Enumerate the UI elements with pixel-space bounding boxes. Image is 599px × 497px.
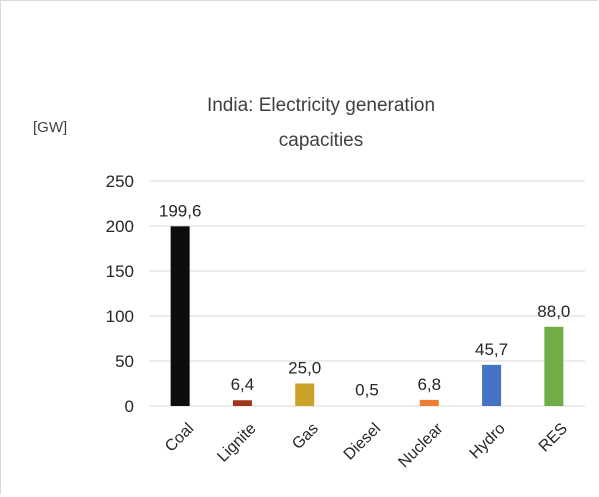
data-label-diesel: 0,5 [355, 380, 379, 399]
y-tick-label: 100 [106, 307, 134, 326]
data-label-gas: 25,0 [288, 359, 321, 378]
chart-title-line-2: capacities [279, 130, 364, 151]
gridlines [149, 180, 585, 407]
bar-hydro [482, 364, 502, 406]
category-label-diesel: Diesel [341, 420, 384, 463]
bar-nuclear [419, 399, 439, 406]
bars [170, 226, 564, 406]
y-tick-label: 0 [125, 397, 134, 416]
data-label-res: 88,0 [537, 302, 570, 321]
y-tick-label: 200 [106, 217, 134, 236]
category-label-hydro: Hydro [467, 420, 509, 462]
bar-res [544, 326, 564, 406]
data-label-coal: 199,6 [159, 201, 202, 220]
category-label-nuclear: Nuclear [395, 420, 446, 471]
category-label-coal: Coal [162, 420, 197, 455]
chart-title-line-1: India: Electricity generation [207, 95, 435, 116]
bar-gas [295, 383, 315, 406]
data-labels: 199,6 6,4 25,0 0,5 6,8 45,7 88,0 [159, 201, 571, 399]
category-label-gas: Gas [289, 420, 322, 453]
y-tick-label: 50 [115, 352, 134, 371]
data-label-hydro: 45,7 [475, 340, 508, 359]
data-label-lignite: 6,4 [231, 375, 255, 394]
y-axis-unit-label: [GW] [33, 119, 67, 136]
bar-coal [170, 226, 190, 406]
category-labels: Coal Lignite Gas Diesel Nuclear Hydro RES [162, 420, 571, 471]
data-label-nuclear: 6,8 [417, 375, 441, 394]
y-tick-label: 150 [106, 262, 134, 281]
category-label-res: RES [536, 420, 571, 455]
bar-diesel [357, 405, 377, 406]
y-axis-tick-labels: 0 50 100 150 200 250 [106, 172, 134, 416]
y-tick-label: 250 [106, 172, 134, 191]
category-label-lignite: Lignite [214, 420, 259, 465]
bar-lignite [232, 400, 252, 406]
